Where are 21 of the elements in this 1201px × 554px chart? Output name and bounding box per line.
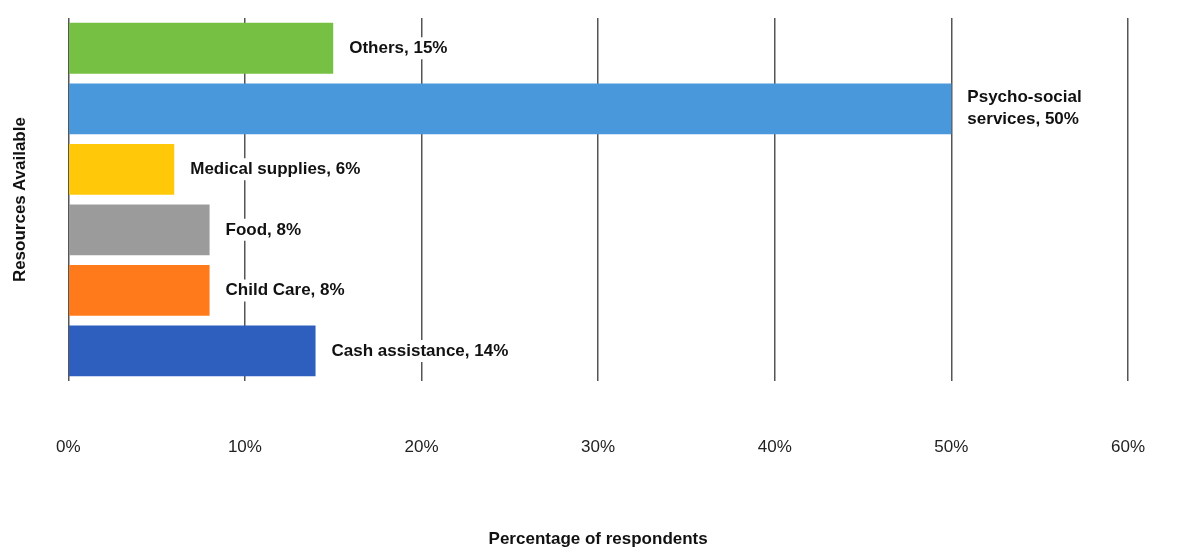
data-label: Others, 15% [349,37,448,57]
x-tick-label: 50% [934,437,969,457]
data-label: Psycho-social services, 50% [967,87,1082,129]
x-tick-label: 30% [581,437,616,457]
bar [69,204,210,256]
x-tick-label: 0% [56,437,81,457]
bar [69,83,952,135]
data-label: Child Care, 8% [225,280,345,300]
data-label: Food, 8% [225,219,302,239]
x-tick-label: 40% [757,437,792,457]
data-label: Medical supplies, 6% [190,159,361,179]
bar [69,325,316,377]
bar [69,22,334,74]
x-tick-label: 60% [1110,437,1145,457]
y-axis-title: Resources Available [9,117,29,283]
x-axis-title: Percentage of respondents [488,529,708,549]
bar [69,143,175,195]
x-tick-label: 10% [227,437,262,457]
data-label: Cash assistance, 14% [331,340,509,360]
bar [69,264,210,316]
x-tick-label: 20% [404,437,439,457]
